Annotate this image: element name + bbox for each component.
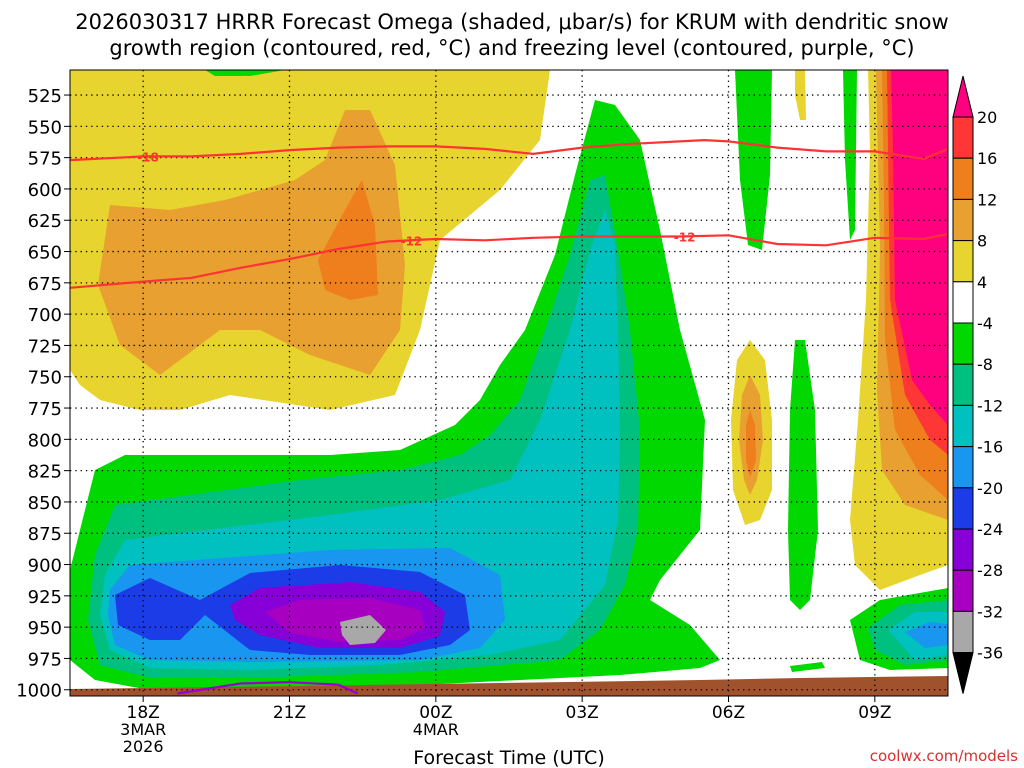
colorbar-swatch: [952, 240, 974, 283]
colorbar-swatch: [952, 610, 974, 654]
freezing_level-contour-line: [177, 681, 359, 695]
colorbar-label: -12: [977, 396, 1003, 415]
omega-fill-12-mid: [746, 410, 756, 478]
x-tick-label: 00Z: [419, 703, 452, 723]
y-tick-label: 925: [28, 587, 62, 608]
contour-labels: -18 -12 -12: [137, 150, 696, 248]
x-tick-label: 2026: [123, 737, 164, 756]
omega-fill-neg4-spike: [788, 340, 818, 610]
y-tick-label: 900: [28, 556, 62, 577]
y-tick-label: 750: [28, 368, 62, 389]
colorbar-label: -28: [977, 561, 1003, 580]
y-tick-label: 700: [28, 305, 62, 326]
colorbar-swatch: [952, 281, 974, 324]
x-tick-label: 03Z: [566, 703, 599, 723]
colorbar-label: 12: [977, 190, 997, 209]
omega-fill-neg4-top2: [735, 70, 772, 250]
colorbar-swatch: [952, 363, 974, 406]
y-axis: 525 550 575 600 625 650 675 700 725 750 775 800 825 8…: [16, 86, 70, 702]
colorbar-label: -32: [977, 602, 1003, 621]
dgz-contour-label: -12: [674, 230, 696, 244]
y-tick-label: 800: [28, 430, 62, 451]
y-tick-label: 650: [28, 243, 62, 264]
colorbar-label: -24: [977, 520, 1003, 539]
y-tick-label: 775: [28, 399, 62, 420]
omega-fill-12-left: [318, 180, 378, 300]
x-tick-label: 18Z: [127, 703, 160, 723]
colorbar-label: -16: [977, 438, 1003, 457]
colorbar-swatch: [952, 487, 974, 530]
y-tick-label: 625: [28, 211, 62, 232]
y-tick-label: 950: [28, 618, 62, 639]
x-tick-label: 06Z: [712, 703, 745, 723]
colorbar-swatch: [952, 198, 974, 242]
dgz-contour-line: [70, 138, 948, 162]
y-tick-label: 675: [28, 274, 62, 295]
omega-fill-8-left: [98, 110, 405, 375]
y-tick-label: 850: [28, 493, 62, 514]
colorbar-swatch: [952, 157, 974, 200]
colorbar-swatch: [952, 322, 974, 365]
colorbar-label: 20: [977, 108, 997, 127]
colorbar-swatch: [952, 404, 974, 448]
colorbar-label: 16: [977, 149, 997, 168]
dgz-contour-label: -12: [401, 234, 423, 248]
y-tick-label: 1000: [16, 681, 62, 702]
omega-fill-neg4-top: [205, 70, 285, 76]
y-tick-label: 725: [28, 336, 62, 357]
x-axis-label: Forecast Time (UTC): [413, 747, 604, 768]
colorbar-bottom-triangle: [952, 652, 974, 694]
omega-fill-4-top: [795, 70, 806, 120]
omega-fill-20-east: [891, 70, 948, 425]
chart-title-line2: growth region (contoured, red, °C) and f…: [109, 36, 914, 60]
dgz-contour-line: [70, 232, 948, 289]
watermark-link[interactable]: coolwx.com/models: [870, 747, 1018, 765]
omega-shading: [70, 70, 948, 696]
grid-lines: [70, 70, 948, 696]
colorbar-top-triangle: [952, 75, 974, 118]
x-tick-label: 3MAR: [120, 720, 166, 739]
y-tick-label: 875: [28, 524, 62, 545]
colorbar-label: 8: [977, 232, 987, 251]
colorbar-swatch: [952, 116, 974, 159]
colorbar-swatch: [952, 528, 974, 571]
y-tick-label: 525: [28, 86, 62, 107]
x-tick-label: 09Z: [858, 703, 891, 723]
omega-fill-neg4-speck: [790, 662, 825, 672]
omega-fill-neg32: [340, 615, 386, 645]
y-tick-label: 550: [28, 117, 62, 138]
colorbar-swatch: [952, 446, 974, 489]
omega-fill-neg16-east: [905, 622, 948, 648]
plot-frame: [69, 69, 949, 697]
y-tick-label: 825: [28, 462, 62, 483]
chart-title-line1: 2026030317 HRRR Forecast Omega (shaded, …: [75, 10, 948, 34]
colorbar: 20 16 12 8 4 -4 -8 -12 -16 -20 -24 -28 -32 -36: [952, 75, 1003, 694]
omega-fill-neg12: [100, 210, 620, 670]
contour-layer: [70, 138, 948, 695]
omega-fill-neg4-top3: [843, 70, 857, 240]
x-tick-label: 21Z: [273, 703, 306, 723]
colorbar-label: -4: [977, 314, 993, 333]
y-tick-label: 975: [28, 649, 62, 670]
y-tick-label: 575: [28, 149, 62, 170]
y-tick-label: 600: [28, 180, 62, 201]
colorbar-label: -20: [977, 479, 1003, 498]
dgz-contour-label: -18: [137, 150, 159, 164]
colorbar-label: -8: [977, 355, 993, 374]
plot-area: -18 -12 -12: [70, 70, 948, 696]
x-tick-label: 4MAR: [413, 720, 459, 739]
colorbar-swatch: [952, 569, 974, 612]
colorbar-label: 4: [977, 273, 987, 292]
colorbar-label: -36: [977, 644, 1003, 663]
